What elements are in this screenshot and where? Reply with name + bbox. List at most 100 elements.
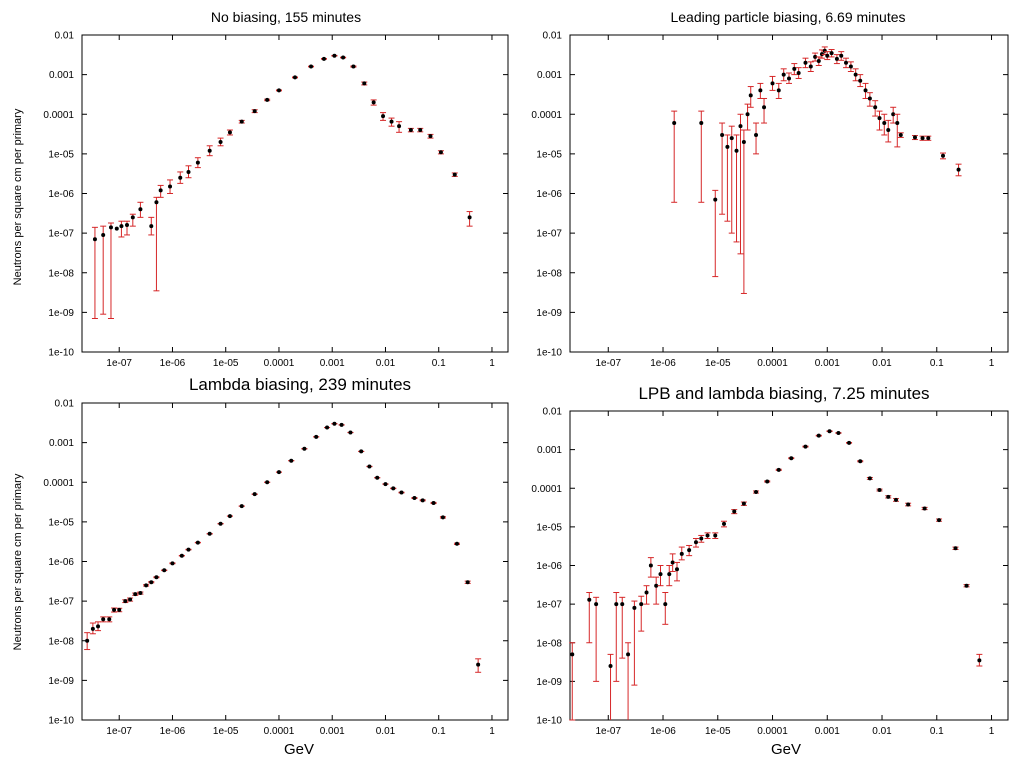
- data-point: [803, 444, 808, 449]
- data-point: [765, 479, 770, 484]
- panel-lambda-biasing: 1e-07 1e-06 1e-05 0.0001 0.001 0.01 0.1 1 1e-10 1…: [43, 399, 509, 737]
- x-tick-label: 1e-06: [650, 358, 676, 369]
- data-point: [276, 88, 281, 93]
- data-point: [882, 121, 887, 126]
- data-point: [745, 112, 750, 117]
- y-tick-label: 1e-08: [536, 638, 562, 649]
- data-point: [265, 97, 270, 102]
- data-point: [348, 430, 353, 435]
- data-point: [276, 470, 281, 475]
- data-point: [101, 232, 106, 237]
- x-tick-label: 0.001: [815, 726, 840, 737]
- data-point: [863, 88, 868, 93]
- data-point: [399, 490, 404, 495]
- x-tick-label: 0.1: [930, 726, 944, 737]
- data-point: [886, 128, 891, 133]
- y-tick-label: 1e-06: [536, 189, 562, 200]
- data-point: [926, 136, 931, 141]
- data-point: [412, 496, 417, 501]
- data-point: [906, 502, 911, 507]
- data-point: [227, 130, 232, 135]
- y-tick-label: 1e-08: [48, 268, 74, 279]
- panel-no-biasing: 1e-07 1e-06 1e-05 0.0001 0.001 0.01 0.1 1 1e-10 1…: [43, 31, 509, 369]
- data-point: [781, 72, 786, 77]
- data-point: [886, 494, 891, 499]
- data-point: [937, 518, 942, 523]
- x-tick-label: 1: [489, 726, 495, 737]
- x-tick-label: 1e-06: [160, 726, 186, 737]
- data-point: [654, 583, 659, 588]
- data-point: [829, 51, 834, 56]
- data-point: [149, 580, 154, 585]
- y-tick-label: 0.0001: [531, 484, 562, 495]
- data-point: [227, 514, 232, 519]
- y-tick-label: 1e-08: [536, 268, 562, 279]
- x-tick-label: 1e-06: [650, 726, 676, 737]
- y-tick-label: 0.01: [55, 399, 75, 410]
- data-point: [956, 167, 961, 172]
- data-point: [389, 119, 394, 124]
- data-point: [207, 148, 212, 153]
- data-point: [476, 662, 481, 667]
- y-tick-label: 1e-09: [536, 677, 562, 688]
- data-point: [207, 531, 212, 536]
- data-point: [672, 121, 677, 126]
- x-tick-label: 1e-05: [213, 726, 239, 737]
- x-tick-label: 0.0001: [757, 358, 788, 369]
- data-point: [108, 225, 113, 230]
- data-point: [658, 572, 663, 577]
- data-point: [729, 136, 734, 141]
- data-point: [877, 488, 882, 493]
- data-point: [178, 175, 183, 180]
- y-tick-label: 0.001: [49, 438, 74, 449]
- data-point: [90, 626, 95, 631]
- data-point: [670, 560, 675, 565]
- panel-leading-particle-biasing: 1e-07 1e-06 1e-05 0.0001 0.001 0.01 0.1 1 1e-10 1…: [531, 31, 1009, 369]
- data-point: [195, 160, 200, 165]
- data-point: [891, 112, 896, 117]
- data-point: [822, 48, 827, 53]
- data-point: [168, 184, 173, 189]
- y-tick-label: 1e-10: [536, 716, 562, 727]
- x-tick-label: 1e-05: [705, 358, 731, 369]
- y-tick-label: 1e-05: [48, 517, 74, 528]
- data-point: [722, 521, 727, 526]
- panel-lpb-and-lambda-biasing: 1e-07 1e-06 1e-05 0.0001 0.001 0.01 0.1 1 1e-10 1…: [531, 407, 1009, 737]
- data-point: [816, 433, 821, 438]
- data-point: [123, 599, 128, 604]
- x-tick-label: 0.01: [376, 726, 396, 737]
- data-point: [632, 605, 637, 610]
- data-point: [758, 88, 763, 93]
- data-point: [440, 515, 445, 520]
- data-point: [808, 64, 813, 69]
- data-point: [803, 60, 808, 65]
- y-tick-label: 0.0001: [43, 110, 74, 121]
- data-point: [648, 563, 653, 568]
- data-point: [663, 602, 668, 607]
- data-point: [96, 624, 101, 629]
- data-point: [679, 551, 684, 556]
- x-tick-label: 1: [989, 726, 995, 737]
- y-tick-label: 0.001: [49, 70, 74, 81]
- x-tick-label: 1e-05: [705, 726, 731, 737]
- data-point: [699, 536, 704, 541]
- data-point: [594, 602, 599, 607]
- data-point: [85, 638, 90, 643]
- data-point: [420, 498, 425, 503]
- data-point: [252, 109, 257, 114]
- x-tick-label: 1: [989, 358, 995, 369]
- x-tick-label: 0.01: [872, 358, 892, 369]
- data-point: [467, 215, 472, 220]
- data-point: [762, 105, 767, 110]
- data-point: [819, 52, 824, 57]
- y-tick-label: 1e-09: [48, 308, 74, 319]
- data-point: [381, 114, 386, 119]
- data-point: [371, 100, 376, 105]
- data-point: [734, 148, 739, 153]
- data-point: [893, 497, 898, 502]
- x-tick-label: 0.0001: [264, 358, 295, 369]
- data-point: [789, 456, 794, 461]
- data-point: [748, 93, 753, 98]
- y-tick-label: 1e-08: [48, 636, 74, 647]
